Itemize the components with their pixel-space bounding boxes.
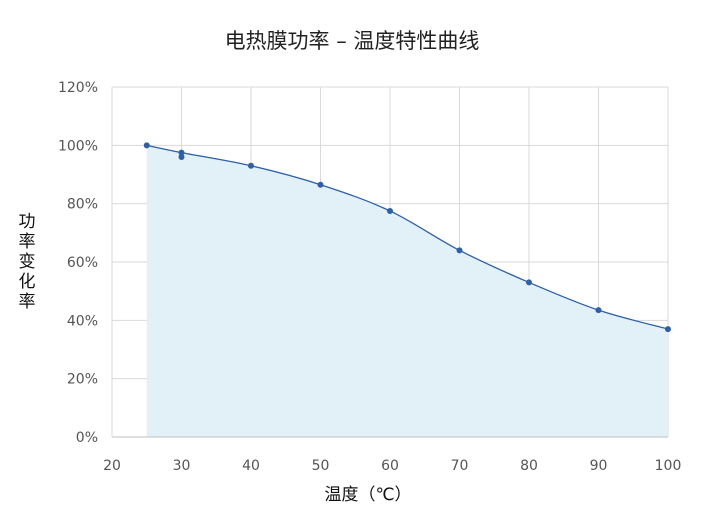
points-layer bbox=[143, 142, 671, 333]
x-tick-label: 50 bbox=[312, 458, 330, 474]
y-tick-label: 100% bbox=[58, 138, 98, 154]
tick-labels: 0% 20% 40% 60% 80% 100% 120% 20 30 40 50 60 70 80 90 10… bbox=[19, 80, 682, 474]
x-tick-label: 20 bbox=[103, 458, 121, 474]
data-point bbox=[665, 326, 671, 333]
data-point bbox=[143, 142, 150, 149]
y-tick-label: 80% bbox=[67, 197, 98, 213]
y-tick-label: 0% bbox=[76, 430, 98, 446]
x-tick-label: 70 bbox=[451, 458, 469, 474]
x-tick-label: 40 bbox=[242, 458, 260, 474]
y-tick-label: 20% bbox=[67, 372, 98, 388]
y-axis-label: 功率变化率 bbox=[19, 212, 36, 312]
axes bbox=[111, 87, 668, 438]
x-tick-label: 80 bbox=[520, 458, 538, 474]
area-layer bbox=[146, 145, 668, 438]
y-tick-label: 120% bbox=[58, 80, 98, 96]
data-point bbox=[317, 181, 324, 188]
chart-title: 电热膜功率 – 温度特性曲线 bbox=[225, 29, 480, 53]
x-tick-label: 90 bbox=[590, 458, 608, 474]
data-point bbox=[526, 279, 532, 286]
x-tick-label: 30 bbox=[173, 458, 191, 474]
x-axis-label: 温度（℃） bbox=[324, 485, 411, 505]
y-tick-label: 40% bbox=[67, 313, 98, 329]
y-tick-label: 60% bbox=[67, 255, 98, 271]
data-point bbox=[178, 149, 185, 156]
data-point bbox=[387, 207, 393, 214]
x-tick-label: 100 bbox=[655, 458, 682, 474]
data-point bbox=[595, 307, 602, 314]
x-tick-label: 60 bbox=[381, 458, 399, 474]
data-point bbox=[178, 154, 185, 160]
area-fill bbox=[146, 145, 668, 438]
data-point bbox=[248, 162, 254, 169]
data-point bbox=[456, 247, 463, 254]
